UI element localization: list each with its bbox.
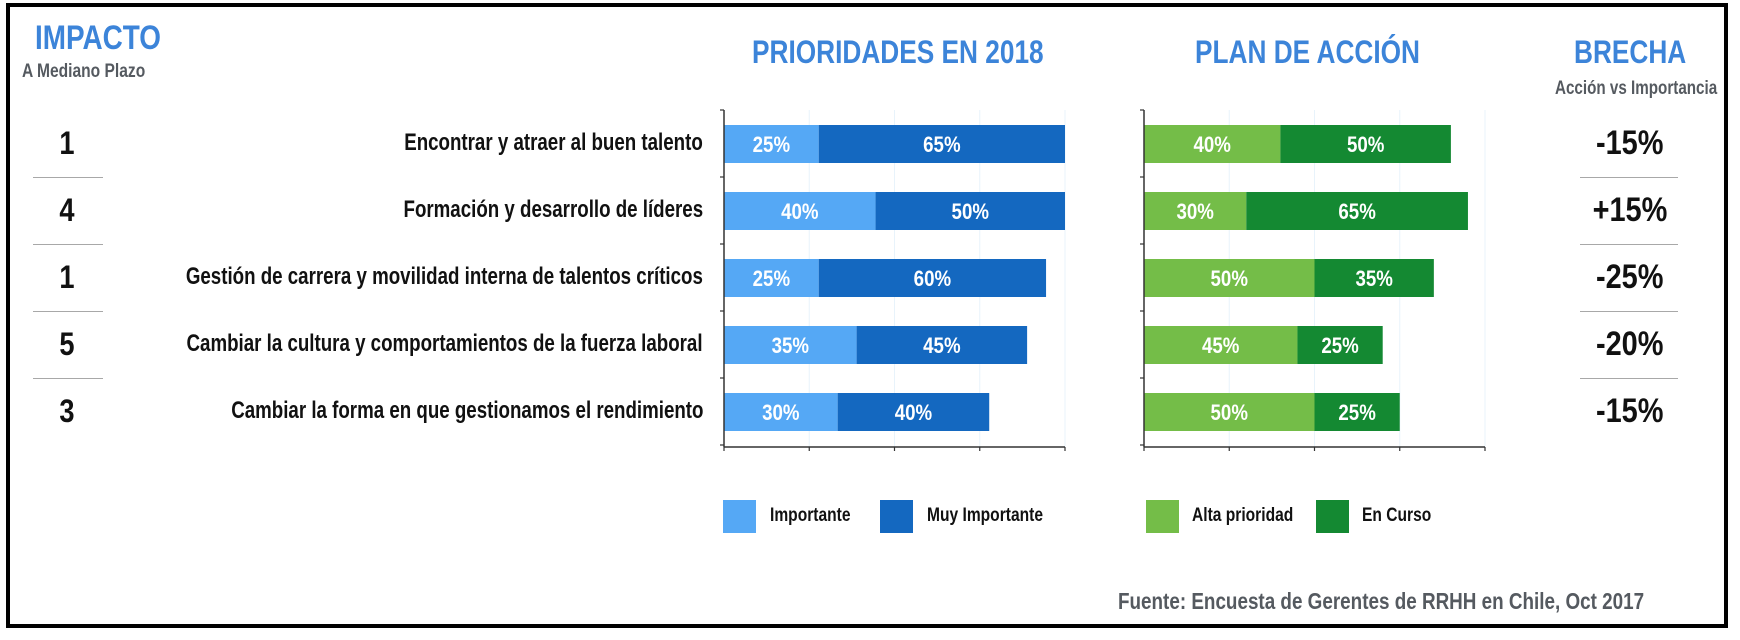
priorities-title: PRIORIDADES EN 2018	[752, 34, 1044, 70]
gap-divider	[1580, 244, 1678, 245]
priorities-data-label: 25%	[753, 134, 790, 158]
priorities-bar-first	[724, 192, 876, 230]
priorities-data-label: 50%	[952, 201, 989, 225]
row-divider	[33, 311, 103, 312]
action-plan-chart: 40% 50% 30% 65% 50% 35% 45% 25% 50% 25%	[1140, 109, 1486, 451]
action-plan-title: PLAN DE ACCIÓN	[1195, 34, 1420, 70]
priorities-data-label: 25%	[753, 268, 790, 292]
row-divider	[33, 177, 103, 178]
legend-swatch-muy-importante	[880, 500, 913, 533]
gap-value: +15%	[1592, 191, 1668, 229]
priority-label: Cambiar la cultura y comportamientos de …	[187, 330, 703, 357]
gap-value: -25%	[1596, 258, 1664, 296]
impact-rank: 3	[59, 393, 75, 429]
priorities-bar-second	[818, 125, 1065, 163]
action-bar-first	[1144, 125, 1281, 163]
priorities-data-label: 30%	[762, 402, 799, 426]
priorities-bar-first	[724, 326, 857, 364]
impact-rank: 1	[59, 259, 75, 295]
action-data-label: 35%	[1355, 268, 1392, 292]
priorities-bar-first	[724, 125, 819, 163]
legend-label-importante: Importante	[770, 505, 851, 526]
priority-label: Formación y desarrollo de líderes	[403, 196, 703, 223]
impact-rank: 5	[59, 326, 75, 362]
gap-divider	[1580, 378, 1678, 379]
gap-subtitle: Acción vs Importancia	[1555, 78, 1718, 99]
priorities-data-label: 45%	[923, 335, 960, 359]
priority-label: Gestión de carrera y movilidad interna d…	[185, 263, 703, 290]
priorities-data-label: 40%	[895, 402, 932, 426]
action-data-label: 25%	[1321, 335, 1358, 359]
priorities-data-label: 60%	[914, 268, 951, 292]
legend-label-muy-importante: Muy Importante	[927, 505, 1043, 526]
priorities-bar-second	[818, 259, 1047, 297]
legend-label-alta-prioridad: Alta prioridad	[1192, 505, 1294, 526]
action-bar-second	[1246, 192, 1468, 230]
gap-value: -15%	[1596, 392, 1664, 430]
action-bar-first	[1144, 259, 1315, 297]
priority-label: Encontrar y atraer al buen talento	[404, 129, 703, 156]
priority-label: Cambiar la forma en que gestionamos el r…	[230, 397, 703, 424]
action-data-label: 50%	[1211, 268, 1248, 292]
action-data-label: 50%	[1347, 134, 1384, 158]
priorities-data-label: 40%	[781, 201, 818, 225]
priorities-bar-first	[724, 393, 838, 431]
row-divider	[33, 244, 103, 245]
row-divider	[33, 378, 103, 379]
impact-subtitle: A Mediano Plazo	[22, 61, 146, 82]
action-data-label: 40%	[1193, 134, 1230, 158]
priorities-chart: 25% 65% 40% 50% 25% 60% 35% 45% 30% 40%	[720, 109, 1066, 451]
gap-value: -15%	[1596, 124, 1664, 162]
legend-swatch-importante	[723, 500, 756, 533]
gap-value: -20%	[1596, 325, 1664, 363]
priorities-data-label: 65%	[923, 134, 960, 158]
source-note: Fuente: Encuesta de Gerentes de RRHH en …	[1118, 588, 1645, 614]
action-bar-second	[1297, 326, 1383, 364]
impact-title: IMPACTO	[35, 19, 161, 57]
action-data-label: 45%	[1202, 335, 1239, 359]
action-bar-first	[1144, 326, 1298, 364]
gap-title: BRECHA	[1574, 34, 1687, 70]
priorities-data-label: 35%	[772, 335, 809, 359]
action-bar-second	[1280, 125, 1451, 163]
action-data-label: 65%	[1338, 201, 1375, 225]
priorities-bar-first	[724, 259, 819, 297]
action-data-label: 50%	[1211, 402, 1248, 426]
priorities-bar-second	[875, 192, 1065, 230]
legend-label-en-curso: En Curso	[1362, 505, 1432, 526]
legend-swatch-alta-prioridad	[1146, 500, 1179, 533]
impact-rank: 1	[59, 125, 75, 161]
priorities-bar-second	[856, 326, 1028, 364]
action-bar-second	[1314, 259, 1434, 297]
action-data-label: 30%	[1176, 201, 1213, 225]
gap-divider	[1580, 177, 1678, 178]
gap-divider	[1580, 311, 1678, 312]
figure-frame	[6, 3, 1728, 628]
priorities-bar-second	[837, 393, 990, 431]
impact-rank: 4	[59, 192, 75, 228]
legend-swatch-en-curso	[1316, 500, 1349, 533]
action-bar-second	[1314, 393, 1400, 431]
action-data-label: 25%	[1338, 402, 1375, 426]
action-bar-first	[1144, 393, 1315, 431]
action-bar-first	[1144, 192, 1247, 230]
